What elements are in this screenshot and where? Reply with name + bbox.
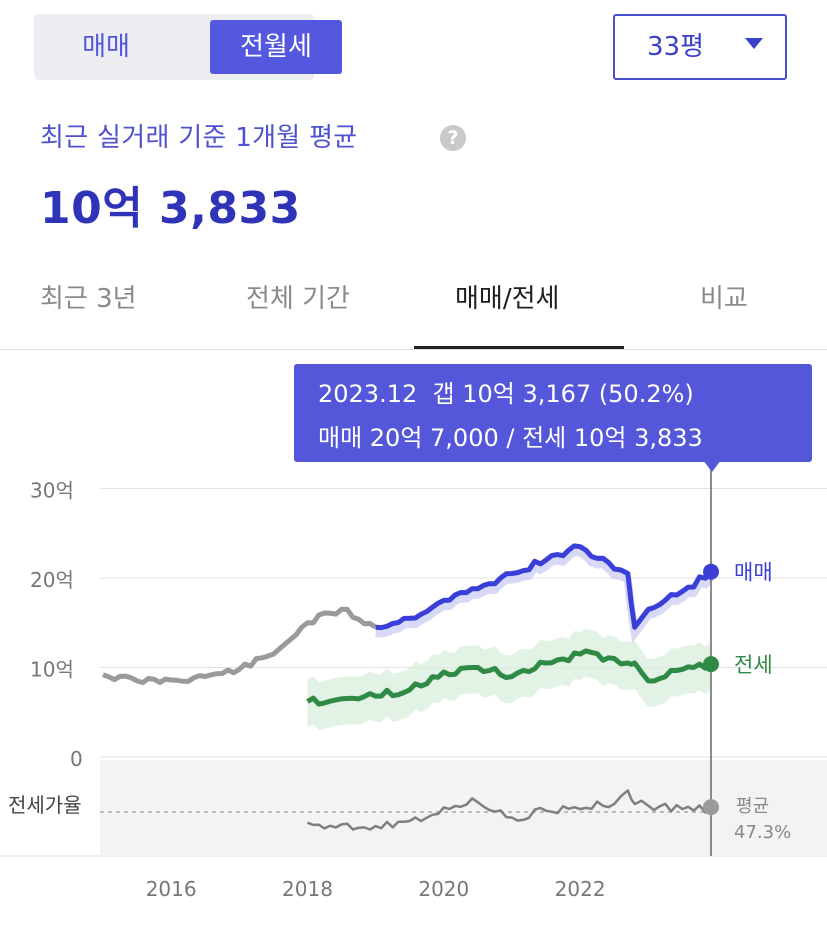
area-size-dropdown[interactable]: 33평 (613, 14, 787, 80)
chart-tooltip: 2023.12 갭 10억 3,167 (50.2%) 매매 20억 7,000… (294, 364, 812, 462)
trade-type-toggle: 매매 전월세 (34, 14, 342, 80)
tab-sale-jeonse[interactable]: 매매/전세 (455, 284, 560, 314)
chevron-down-icon (745, 38, 763, 49)
x-tick-label: 2022 (555, 877, 606, 901)
y-tick-label: 0 (70, 747, 83, 771)
y-tick-label: 30억 (30, 479, 74, 503)
price-basis-label: 최근 실거래 기준 1개월 평균 (40, 123, 358, 153)
tab-all-period[interactable]: 전체 기간 (246, 284, 350, 314)
y-tick-label: 20억 (30, 568, 74, 592)
x-tick-label: 2018 (282, 877, 333, 901)
sale-series-label: 매매 (734, 561, 773, 585)
question-circle-icon[interactable]: ? (440, 125, 466, 151)
ratio-average-value: 47.3% (734, 822, 791, 843)
y-tick-label: 10억 (30, 658, 74, 682)
ratio-label: 전세가율 (8, 793, 82, 817)
area-size-value: 33평 (647, 32, 705, 62)
trade-type-sale-button[interactable]: 매매 (82, 32, 130, 62)
tooltip-gap-line: 2023.12 갭 10억 3,167 (50.2%) (318, 380, 694, 408)
jeonse-series-label: 전세 (734, 653, 773, 677)
sale-range-band (375, 547, 715, 644)
active-tab-indicator (414, 346, 624, 349)
tooltip-pointer (703, 460, 721, 472)
tabs-divider (0, 349, 827, 350)
ratio-series-line (307, 789, 712, 831)
average-price-value: 10억 3,833 (40, 183, 301, 234)
tooltip-price-line: 매매 20억 7,000 / 전세 10억 3,833 (318, 424, 703, 452)
jeonse-point-marker (703, 656, 719, 673)
ratio-point-marker (703, 799, 719, 816)
jeonse-series-line (306, 648, 713, 707)
tab-compare[interactable]: 비교 (700, 284, 748, 314)
tab-recent-3-years[interactable]: 최근 3년 (40, 284, 137, 314)
x-tick-label: 2016 (146, 877, 197, 901)
sale-series-line (375, 543, 713, 631)
ratio-average-label: 평균 (736, 796, 769, 817)
trade-type-rent-button[interactable]: 전월세 (210, 20, 342, 74)
sale-history-line (102, 606, 378, 686)
x-tick-label: 2020 (418, 877, 469, 901)
sale-point-marker (703, 563, 719, 580)
